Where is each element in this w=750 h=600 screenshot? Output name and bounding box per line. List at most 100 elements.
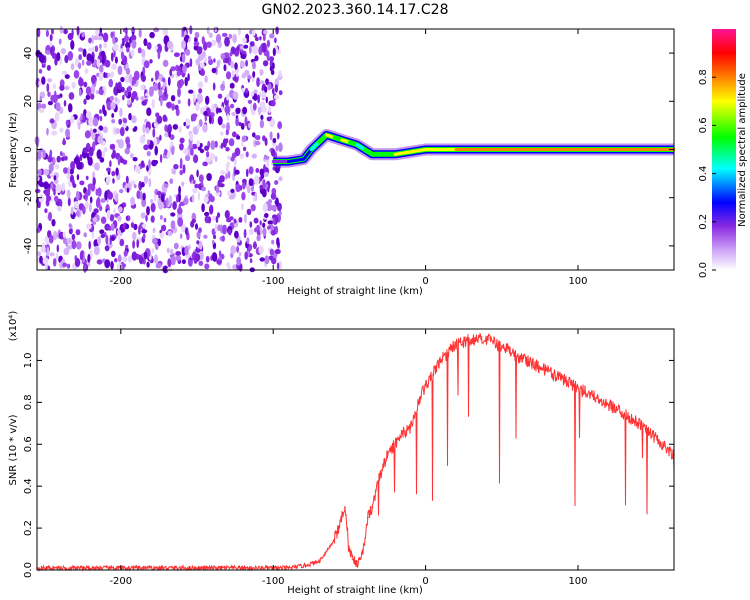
noise-speckle — [47, 78, 52, 83]
noise-speckle — [254, 175, 260, 185]
noise-speckle — [92, 46, 95, 52]
noise-speckle — [239, 153, 244, 160]
noise-speckle — [206, 26, 210, 35]
noise-speckle — [83, 81, 88, 88]
signal-track-segment — [355, 143, 367, 151]
snr-data-point — [401, 433, 404, 435]
noise-speckle — [153, 193, 157, 202]
noise-speckle — [204, 145, 210, 151]
noise-speckle — [187, 98, 191, 107]
noise-speckle — [182, 164, 186, 174]
noise-speckle — [155, 73, 158, 81]
noise-speckle — [62, 262, 68, 268]
noise-speckle — [203, 111, 208, 116]
noise-speckle — [48, 235, 54, 244]
noise-speckle — [163, 148, 168, 156]
noise-speckle — [270, 204, 277, 211]
noise-speckle — [203, 196, 209, 203]
noise-speckle — [196, 124, 200, 130]
noise-speckle — [166, 247, 170, 254]
noise-speckle — [267, 186, 270, 193]
noise-speckle — [170, 95, 176, 102]
noise-speckle — [126, 187, 130, 193]
noise-speckle — [125, 175, 129, 184]
noise-speckle — [184, 245, 189, 256]
noise-speckle — [254, 227, 258, 233]
noise-speckle — [188, 244, 191, 250]
noise-speckle — [88, 146, 94, 157]
noise-speckle — [93, 35, 99, 41]
noise-speckle — [204, 114, 207, 122]
noise-speckle — [110, 260, 114, 270]
noise-speckle — [53, 188, 56, 196]
noise-speckle — [191, 113, 198, 118]
noise-speckle — [259, 36, 262, 41]
noise-speckle — [111, 119, 116, 124]
noise-speckle — [269, 248, 275, 256]
noise-speckle — [246, 208, 252, 216]
noise-speckle — [48, 163, 54, 173]
noise-speckle — [135, 96, 139, 101]
noise-speckle — [207, 55, 212, 61]
noise-speckle — [265, 96, 268, 104]
noise-speckle — [253, 93, 258, 101]
noise-speckle — [122, 94, 125, 101]
noise-speckle — [267, 199, 273, 204]
noise-speckle — [223, 64, 227, 72]
noise-speckle — [211, 67, 217, 74]
noise-speckle — [253, 89, 258, 95]
y-tick-label: 0.2 — [23, 520, 34, 536]
noise-speckle — [45, 198, 50, 207]
noise-speckle — [70, 206, 74, 215]
noise-speckle — [227, 264, 231, 272]
y-tick-label: 40 — [23, 47, 34, 60]
noise-speckle — [104, 72, 109, 79]
noise-speckle — [143, 251, 148, 260]
noise-speckle — [124, 90, 129, 97]
noise-speckle — [221, 106, 224, 112]
noise-speckle — [125, 67, 131, 75]
noise-speckle — [262, 202, 268, 213]
noise-speckle — [143, 144, 150, 151]
noise-speckle — [264, 255, 270, 265]
noise-speckle — [144, 89, 147, 94]
noise-speckle — [256, 77, 260, 87]
noise-speckle — [118, 206, 123, 213]
noise-speckle — [112, 149, 116, 159]
noise-speckle — [52, 258, 57, 267]
y-tick-label: -40 — [23, 238, 34, 254]
y-tick-label: 0 — [23, 146, 34, 152]
noise-speckle — [250, 204, 256, 212]
noise-speckle — [125, 215, 129, 221]
noise-speckle — [95, 188, 99, 196]
signal-track-segment — [408, 148, 428, 154]
noise-speckle — [214, 223, 218, 233]
noise-speckle — [226, 161, 230, 167]
noise-speckle — [67, 197, 71, 207]
noise-speckle — [170, 212, 176, 217]
noise-speckle — [119, 107, 123, 117]
noise-speckle — [123, 250, 128, 257]
noise-speckle — [85, 175, 89, 181]
noise-speckle — [269, 131, 273, 141]
noise-speckle — [196, 46, 203, 55]
noise-speckle — [208, 193, 213, 202]
noise-speckle — [234, 62, 238, 70]
noise-speckle — [266, 116, 272, 122]
noise-speckle — [243, 44, 249, 49]
noise-speckle — [42, 149, 46, 159]
noise-speckle — [234, 230, 239, 239]
noise-speckle — [87, 187, 91, 197]
noise-speckle — [194, 31, 200, 39]
noise-speckle — [258, 245, 264, 255]
noise-speckle — [153, 254, 159, 264]
noise-speckle — [130, 153, 134, 159]
noise-speckle — [205, 255, 210, 263]
noise-speckle — [252, 102, 257, 111]
noise-speckle — [201, 50, 206, 59]
noise-speckle — [159, 215, 163, 220]
noise-speckle — [181, 40, 186, 50]
noise-speckle — [111, 63, 117, 70]
noise-speckle — [52, 83, 56, 90]
noise-speckle — [148, 177, 152, 188]
